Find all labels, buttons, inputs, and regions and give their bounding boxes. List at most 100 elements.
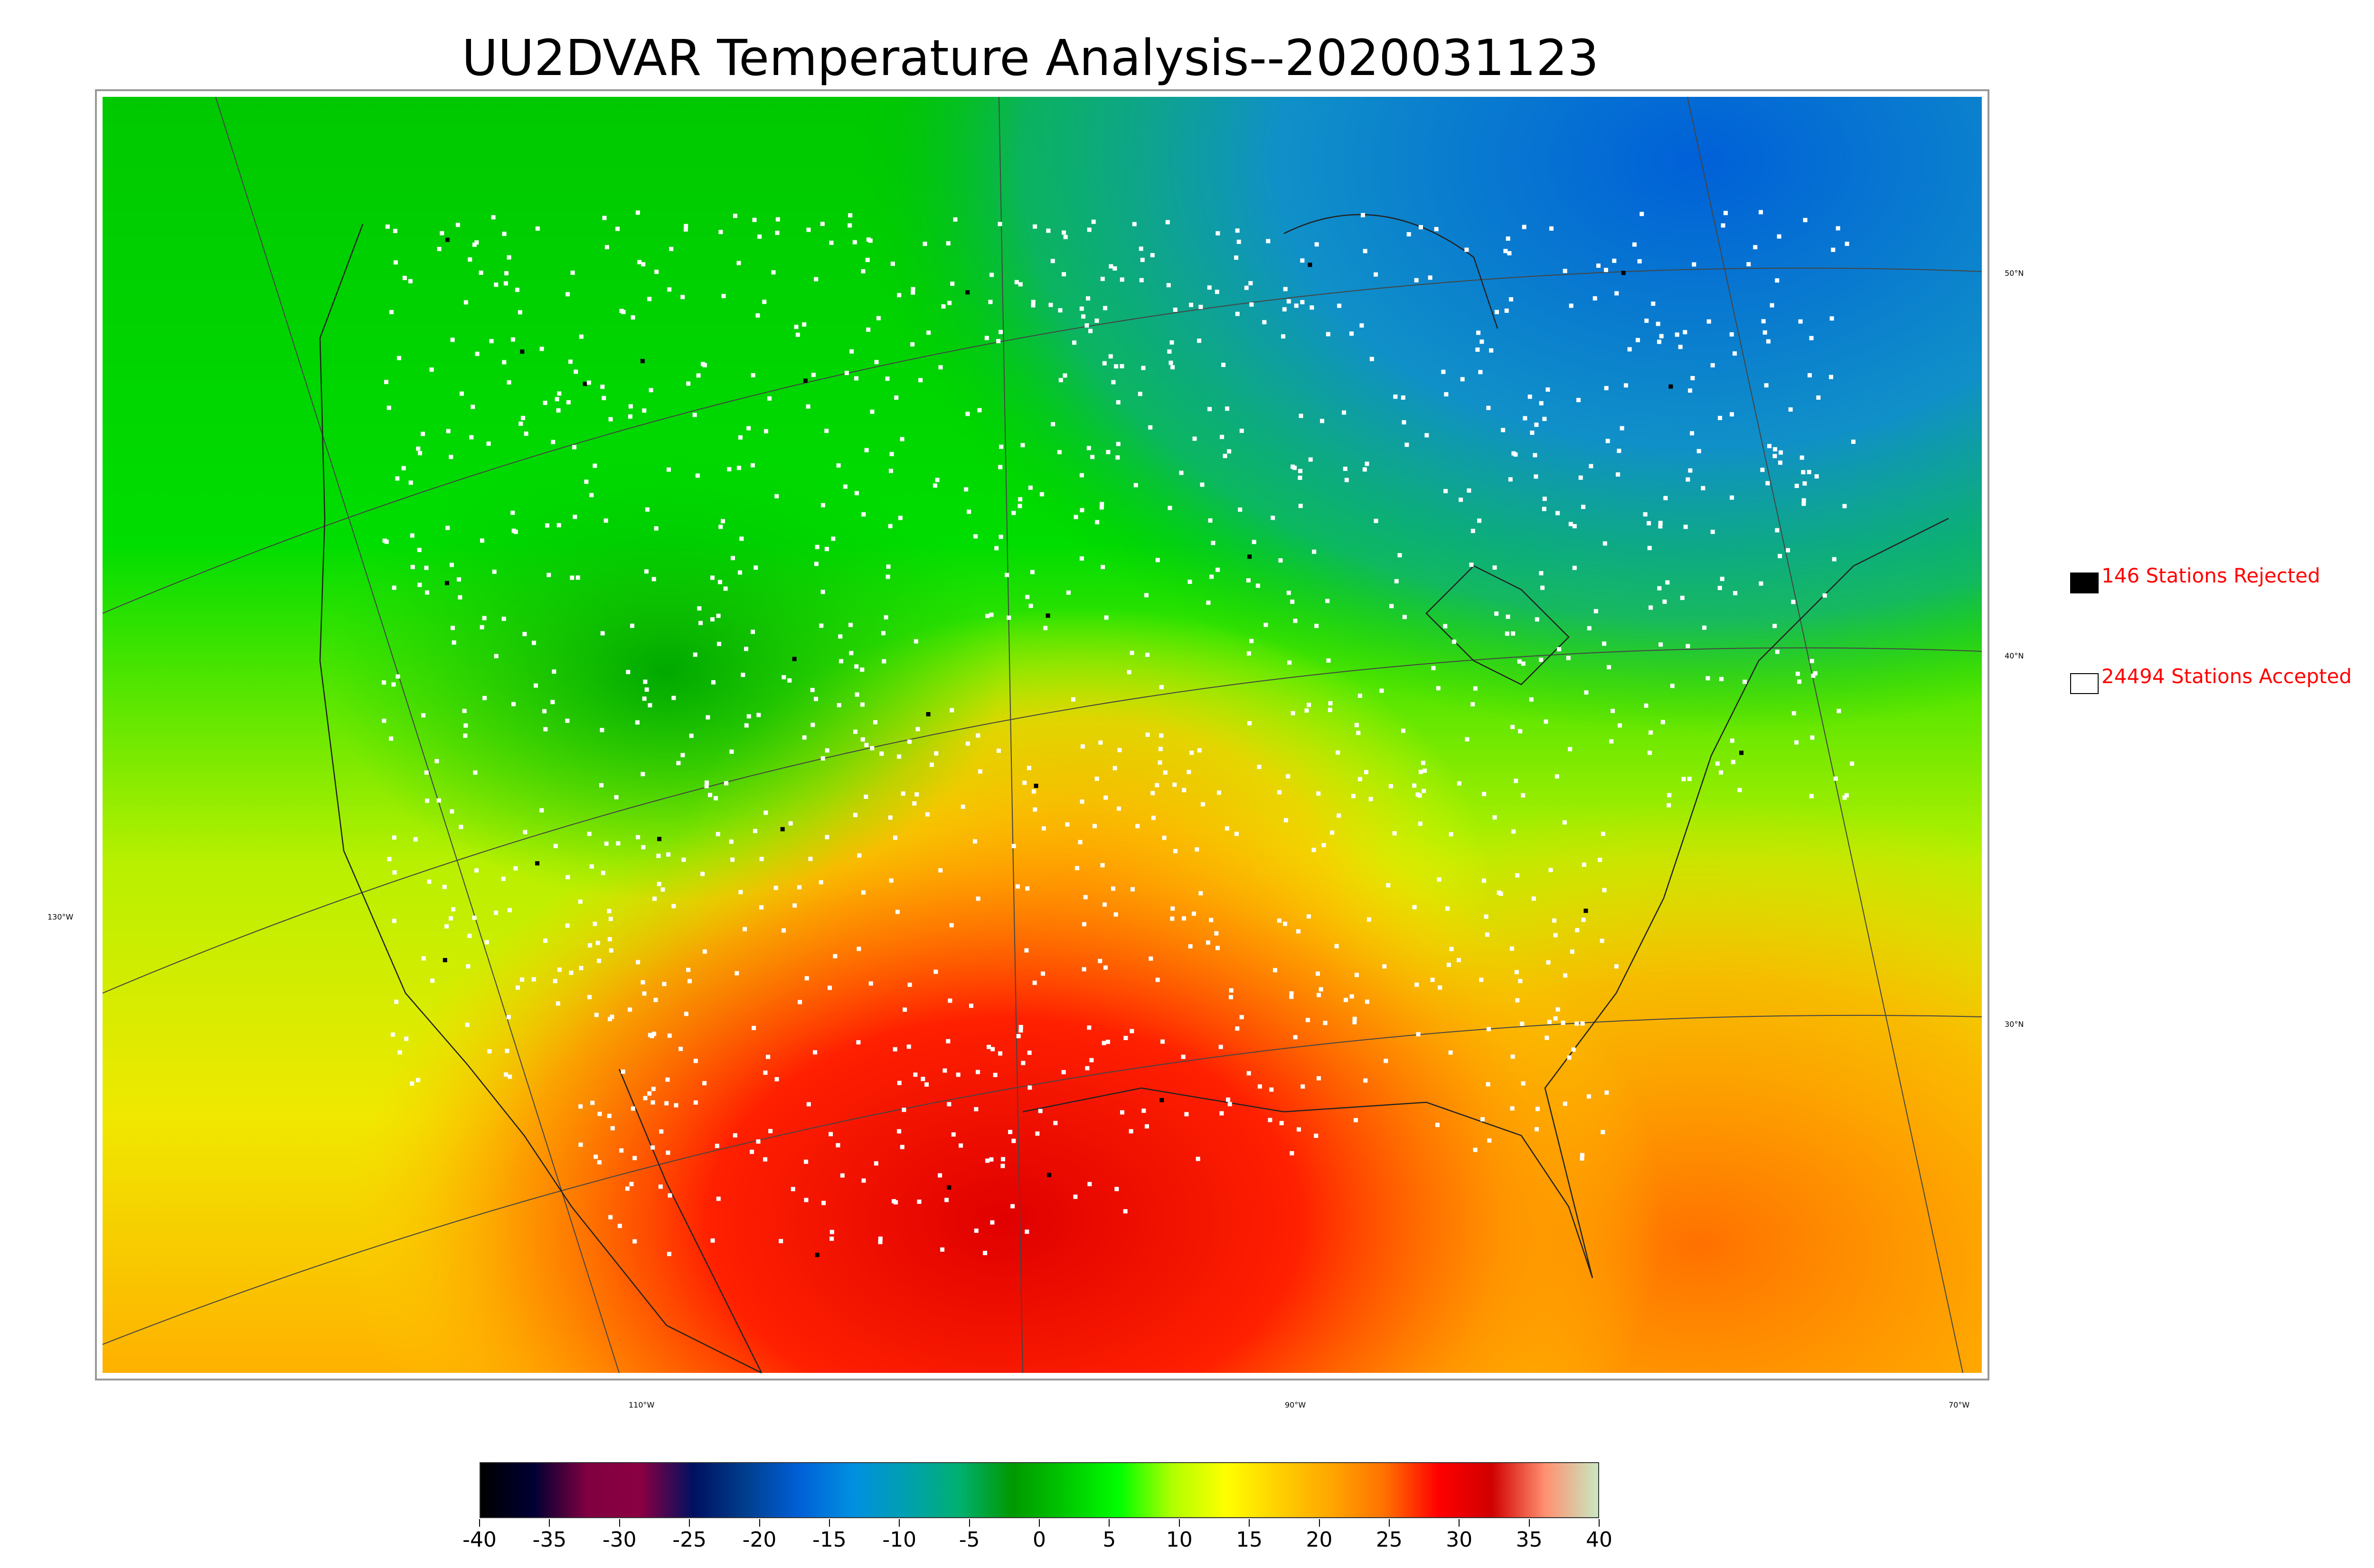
- station-marker: [520, 349, 525, 354]
- station-marker: [631, 315, 635, 320]
- station-marker: [524, 432, 528, 436]
- station-marker: [1791, 711, 1796, 715]
- station-marker: [1850, 761, 1855, 766]
- station-marker: [697, 606, 702, 611]
- station-marker: [468, 257, 472, 262]
- station-marker: [718, 525, 723, 529]
- parallel-40n: [102, 647, 1982, 994]
- station-marker: [820, 756, 825, 761]
- station-marker: [716, 832, 720, 836]
- station-marker: [437, 247, 442, 251]
- station-marker: [545, 523, 549, 528]
- station-marker: [449, 916, 453, 920]
- station-marker: [820, 590, 825, 594]
- station-marker: [1795, 671, 1800, 676]
- station-marker: [775, 231, 780, 235]
- station-marker: [1422, 789, 1426, 793]
- station-marker: [1108, 354, 1113, 359]
- station-marker: [1317, 993, 1321, 997]
- station-marker: [898, 516, 903, 520]
- station-marker: [469, 435, 474, 440]
- station-marker: [557, 967, 562, 972]
- colorbar-tick-label: 5: [1102, 1528, 1116, 1552]
- station-marker: [1038, 1108, 1043, 1113]
- station-marker: [1580, 1156, 1584, 1161]
- station-marker: [1470, 528, 1475, 533]
- station-marker: [668, 1193, 672, 1198]
- station-marker: [392, 585, 396, 590]
- station-marker: [594, 1155, 598, 1159]
- station-marker: [556, 408, 561, 413]
- station-marker: [1515, 873, 1520, 878]
- station-marker: [1148, 425, 1153, 430]
- station-marker: [1575, 928, 1580, 932]
- station-marker: [1225, 406, 1230, 411]
- station-marker: [1533, 453, 1537, 458]
- station-marker: [392, 835, 396, 840]
- colorbar-tick-label: -10: [882, 1528, 917, 1552]
- station-marker: [1737, 788, 1742, 792]
- station-marker: [814, 696, 818, 701]
- station-marker: [1220, 434, 1225, 439]
- station-marker: [631, 1106, 635, 1111]
- station-marker: [948, 998, 952, 1003]
- station-marker: [1719, 770, 1724, 775]
- station-marker: [1469, 563, 1474, 567]
- station-marker: [1058, 378, 1063, 383]
- station-marker: [997, 748, 1001, 753]
- station-marker: [494, 911, 499, 915]
- station-marker: [1765, 481, 1770, 486]
- station-marker: [1445, 906, 1450, 911]
- station-marker: [735, 971, 739, 976]
- station-marker: [1011, 511, 1016, 515]
- station-marker: [1058, 308, 1063, 313]
- station-marker: [626, 670, 631, 675]
- station-marker: [1423, 769, 1427, 773]
- station-marker: [1435, 1123, 1440, 1127]
- station-marker: [1120, 364, 1124, 368]
- station-marker: [1598, 857, 1602, 862]
- station-marker: [1794, 740, 1799, 745]
- station-marker: [455, 223, 460, 227]
- station-marker: [1257, 764, 1262, 769]
- station-marker: [1759, 210, 1763, 215]
- station-marker: [1089, 1058, 1094, 1062]
- station-marker: [1851, 440, 1856, 444]
- station-marker: [1011, 844, 1016, 848]
- station-marker: [1268, 1117, 1272, 1122]
- station-marker: [1188, 944, 1193, 948]
- station-marker: [1501, 428, 1506, 432]
- station-marker: [616, 841, 621, 845]
- station-marker: [756, 713, 761, 717]
- station-marker: [763, 429, 768, 433]
- station-marker: [1169, 340, 1174, 345]
- station-marker: [868, 981, 873, 986]
- station-marker: [824, 547, 829, 551]
- station-marker: [1770, 303, 1774, 308]
- station-marker: [1374, 272, 1378, 277]
- station-marker: [1363, 1078, 1368, 1083]
- station-marker: [543, 401, 547, 405]
- station-marker: [1514, 779, 1518, 783]
- station-marker: [1079, 473, 1084, 478]
- station-marker: [804, 1159, 809, 1164]
- station-marker: [1465, 737, 1470, 742]
- station-marker: [787, 678, 792, 683]
- station-marker: [974, 1229, 979, 1233]
- station-marker: [1710, 529, 1715, 534]
- station-marker: [1022, 780, 1027, 785]
- station-marker: [676, 761, 681, 765]
- station-marker: [808, 856, 813, 861]
- station-marker: [382, 718, 386, 723]
- station-marker: [1831, 247, 1836, 252]
- station-marker: [938, 365, 943, 370]
- station-marker: [1762, 330, 1767, 335]
- station-marker: [1239, 429, 1244, 433]
- station-marker: [1166, 283, 1171, 288]
- station-marker: [492, 569, 497, 574]
- station-marker: [803, 378, 808, 383]
- station-marker: [625, 1186, 630, 1191]
- station-marker: [1001, 1157, 1006, 1162]
- station-marker: [1236, 239, 1241, 244]
- station-marker: [391, 682, 396, 687]
